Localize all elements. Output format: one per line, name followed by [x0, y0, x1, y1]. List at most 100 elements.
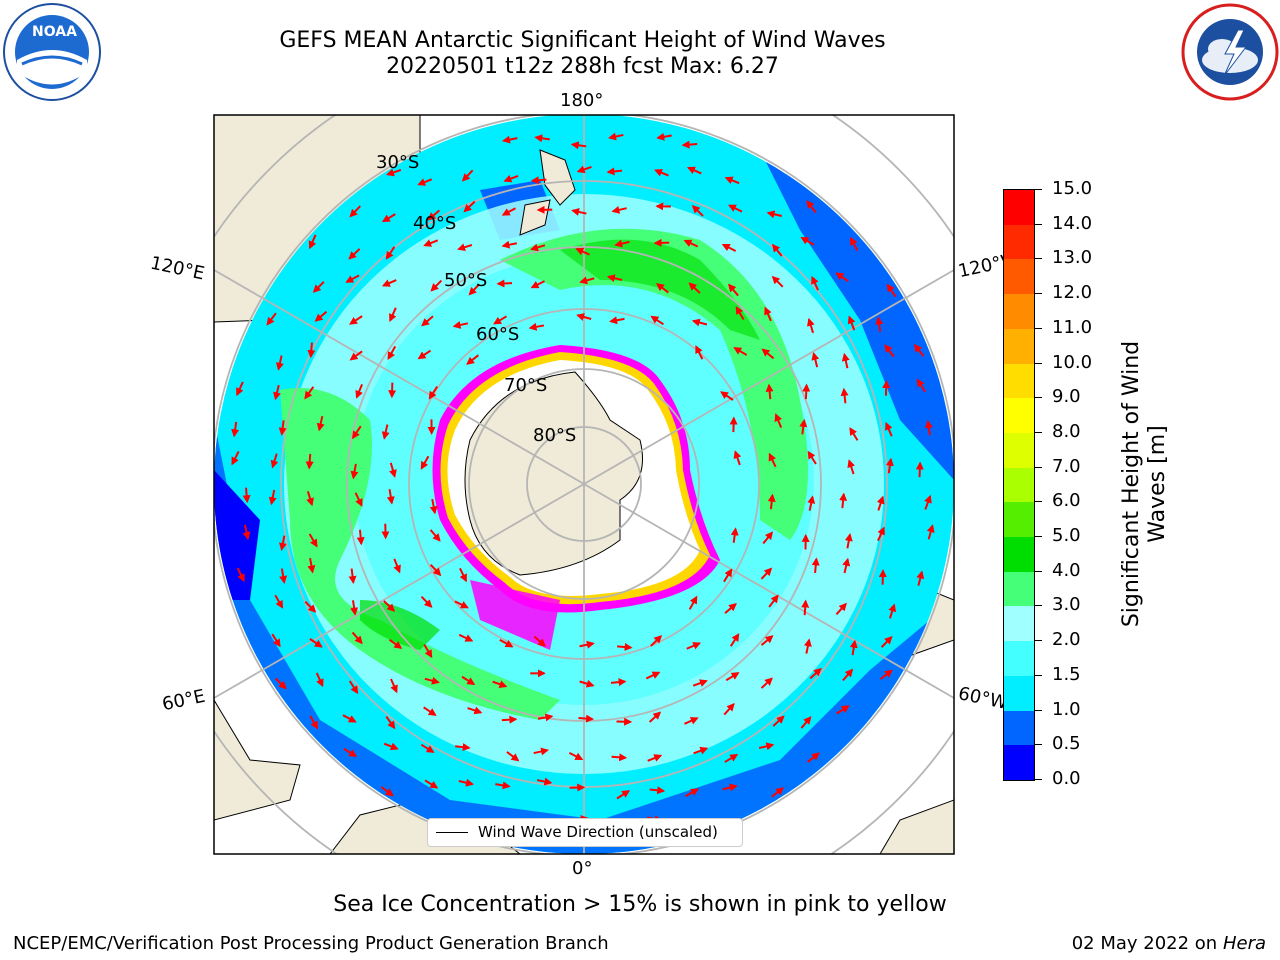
wind-arrow	[766, 210, 782, 219]
wind-arrow	[354, 492, 363, 507]
wind-arrow	[571, 208, 587, 216]
wind-arrow	[691, 318, 708, 327]
colorbar-tick-label: 14.0	[1052, 212, 1093, 234]
colorbar-segment	[1004, 398, 1034, 433]
wind-arrow	[271, 633, 281, 648]
wind-arrow	[429, 529, 441, 542]
wind-arrow	[316, 415, 325, 432]
colorbar-segment	[1004, 710, 1034, 746]
wind-arrow	[842, 668, 854, 682]
colorbar-tick-mark	[1034, 779, 1042, 780]
wind-arrow	[455, 743, 471, 752]
wind-arrow	[924, 419, 933, 436]
wind-arrow	[348, 680, 359, 695]
wind-arrow	[458, 778, 474, 787]
wind-arrow	[693, 746, 709, 755]
wind-arrow	[847, 459, 856, 475]
wind-arrow	[768, 594, 779, 608]
colorbar-tick-mark	[1034, 258, 1042, 260]
wind-arrows	[231, 132, 935, 832]
wind-arrow	[466, 354, 480, 365]
wind-arrow	[268, 489, 277, 506]
wind-arrow	[849, 639, 858, 656]
nws-logo	[1180, 2, 1280, 102]
wind-arrow	[610, 678, 627, 687]
wind-arrow	[312, 281, 325, 293]
wind-arrow	[308, 234, 317, 250]
colorbar-tick-label: 7.0	[1052, 455, 1081, 477]
wind-arrow	[423, 644, 433, 659]
wind-arrow	[355, 383, 363, 399]
map-legend: Wind Wave Direction (unscaled)	[427, 818, 743, 847]
wind-arrow	[807, 317, 815, 334]
wind-arrow	[454, 600, 469, 609]
wind-arrow	[420, 743, 435, 753]
wind-arrow	[528, 322, 545, 331]
wind-arrow	[760, 635, 774, 646]
wind-arrow	[608, 132, 624, 141]
colorbar-tick-label: 4.0	[1052, 559, 1081, 581]
wind-arrow	[501, 207, 517, 216]
wind-arrow	[467, 706, 483, 715]
colorbar-tick-label: 12.0	[1052, 282, 1093, 304]
wind-arrow	[530, 280, 545, 289]
wind-arrow	[886, 283, 897, 298]
wind-arrow	[654, 168, 669, 177]
wind-arrow	[650, 635, 663, 647]
wind-arrow	[350, 600, 359, 616]
wind-arrow	[772, 715, 785, 727]
wind-arrow	[806, 200, 817, 214]
wind-arrow	[692, 679, 708, 687]
colorbar-tick-label: 5.0	[1052, 525, 1081, 547]
wind-arrow	[849, 236, 859, 252]
wind-arrow	[458, 633, 474, 642]
colorbar-tick-mark	[1034, 327, 1042, 329]
colorbar-tick-label: 1.5	[1052, 663, 1081, 685]
wind-arrow	[501, 715, 518, 724]
wind-arrow	[841, 352, 850, 369]
lon-label-180: 180°	[560, 90, 604, 111]
wind-arrow	[385, 715, 396, 730]
wind-arrow	[835, 272, 849, 282]
wind-arrow	[242, 487, 251, 504]
wind-arrow	[916, 570, 925, 586]
colorbar-segment	[1004, 502, 1034, 538]
wind-arrow	[578, 714, 595, 723]
colorbar-tick-mark	[1034, 223, 1042, 225]
wind-arrow	[496, 279, 513, 288]
wind-arrow	[278, 420, 287, 436]
wind-arrow	[723, 568, 733, 583]
wind-arrow	[733, 450, 742, 466]
wind-arrow	[266, 312, 277, 326]
wind-arrow	[616, 790, 631, 800]
wind-arrow	[457, 243, 473, 252]
colorbar-segment	[1004, 363, 1034, 399]
wind-arrow	[875, 316, 884, 333]
wind-arrow	[885, 421, 893, 437]
wind-arrow	[727, 204, 743, 213]
colorbar-segment	[1004, 294, 1034, 329]
map-frame	[213, 114, 955, 855]
wind-arrow	[876, 495, 885, 511]
wind-arrow	[231, 451, 240, 466]
colorbar-segment	[1004, 432, 1034, 468]
wind-arrow	[771, 275, 784, 288]
wind-arrow	[721, 243, 737, 252]
wind-arrow	[847, 315, 856, 331]
wind-arrow	[342, 714, 357, 723]
wind-arrow	[879, 669, 893, 680]
wind-arrow	[279, 568, 288, 584]
lat-label-80s: 80°S	[533, 425, 577, 446]
colorbar-segment	[1004, 571, 1034, 607]
wind-arrow	[764, 306, 772, 322]
chart-subtitle: 20220501 t12z 288h fcst Max: 6.27	[386, 54, 779, 79]
wind-arrow	[649, 786, 666, 795]
wind-arrow	[350, 463, 359, 480]
sea-ice-note: Sea Ice Concentration > 15% is shown in …	[333, 892, 947, 917]
wind-arrow	[645, 671, 661, 680]
wind-arrow	[417, 178, 433, 186]
wind-arrow	[723, 703, 735, 716]
wind-arrow	[807, 450, 817, 465]
colorbar-segment	[1004, 675, 1034, 711]
wind-arrow	[720, 391, 734, 401]
